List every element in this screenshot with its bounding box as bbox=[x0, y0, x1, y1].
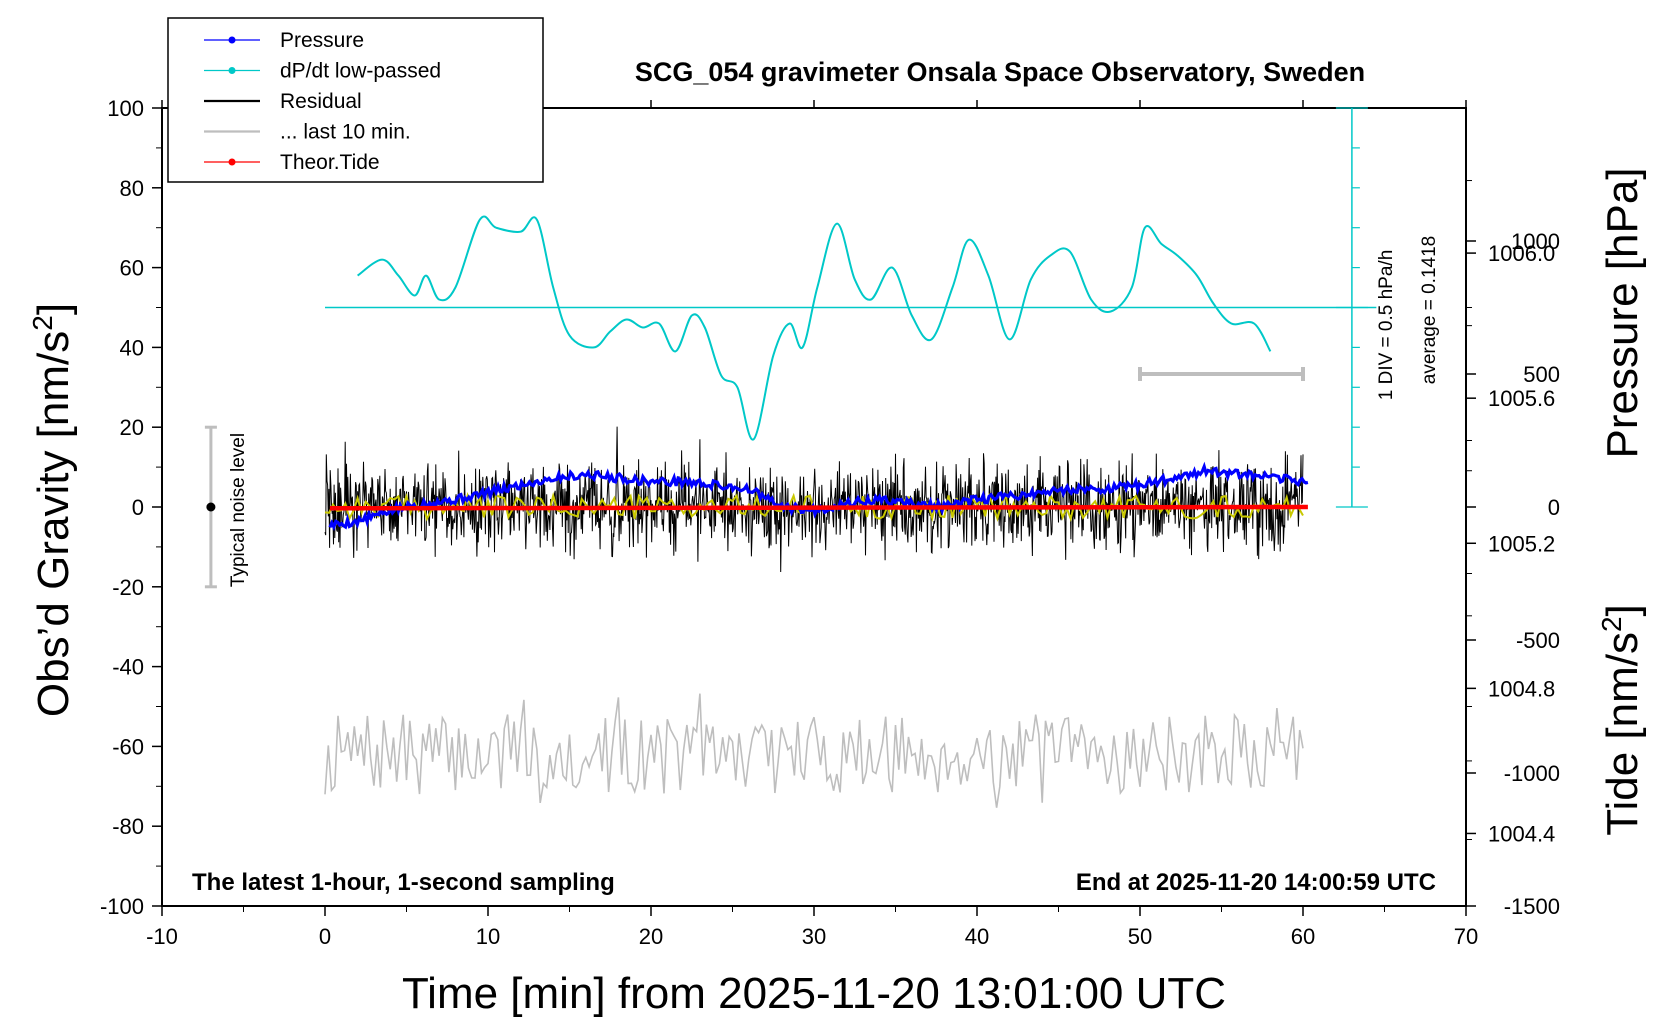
chart-title: SCG_054 gravimeter Onsala Space Observat… bbox=[635, 57, 1365, 87]
legend: Pressure dP/dt low-passed Residual ... last… bbox=[167, 17, 544, 183]
y-tick-label: 100 bbox=[107, 96, 144, 121]
right-tide-axis-title: Tide [nm/s2] bbox=[1596, 604, 1647, 836]
pressure-tick-label: 1006.0 bbox=[1488, 241, 1555, 266]
x-tick-label: -10 bbox=[146, 924, 178, 949]
x-tick-label: 40 bbox=[965, 924, 989, 949]
legend-swatch-marker bbox=[228, 158, 236, 166]
tide-tick-label: -1000 bbox=[1504, 761, 1560, 786]
x-tick-label: 50 bbox=[1128, 924, 1152, 949]
x-tick-label: 70 bbox=[1454, 924, 1478, 949]
annotation-group bbox=[204, 107, 1377, 589]
right-tide-axis-title-end: ] bbox=[1598, 604, 1647, 616]
legend-swatch-marker bbox=[228, 67, 236, 74]
y-tick-label: -100 bbox=[100, 894, 144, 919]
tide-tick-label: 0 bbox=[1548, 495, 1560, 520]
x-tick-label: 10 bbox=[476, 924, 500, 949]
y-tick-label: -80 bbox=[112, 814, 144, 839]
legend-entry-label: Theor.Tide bbox=[280, 151, 380, 174]
left-y-axis-title: Obs’d Gravity [nm/s2] bbox=[27, 303, 78, 717]
right-pressure-axis-title: Pressure [hPa] bbox=[1598, 167, 1647, 458]
pressure-tick-label: 1005.2 bbox=[1488, 531, 1555, 556]
y-tick-label: 20 bbox=[120, 415, 144, 440]
series-pressure-line bbox=[328, 461, 1309, 531]
x-tick-label: 60 bbox=[1291, 924, 1315, 949]
right-tide-axis-title-main: Tide [nm/s bbox=[1598, 632, 1647, 836]
noise-bar-center-dot bbox=[206, 502, 216, 512]
pressure-tick-label: 1005.6 bbox=[1488, 386, 1555, 411]
dpdt-scale-label: 1 DIV = 0.5 hPa/h bbox=[1376, 250, 1397, 401]
tide-tick-label: -500 bbox=[1516, 628, 1560, 653]
y-tick-label: 80 bbox=[120, 176, 144, 201]
footer-right-annotation: End at 2025-11-20 14:00:59 UTC bbox=[1076, 869, 1436, 896]
pressure-tick-label: 1004.4 bbox=[1488, 821, 1555, 846]
legend-swatch-marker bbox=[228, 36, 236, 44]
y-tick-label: 40 bbox=[120, 335, 144, 360]
dpdt-average-label: average = 0.1418 bbox=[1419, 236, 1440, 384]
series-tide-line bbox=[329, 504, 1308, 511]
x-axis-title: Time [min] from 2025-11-20 13:01:00 UTC bbox=[402, 969, 1226, 1018]
data-series-group bbox=[324, 215, 1309, 808]
y-tick-label: -40 bbox=[112, 655, 144, 680]
tide-tick-label: 500 bbox=[1523, 362, 1560, 387]
y-tick-label: 60 bbox=[120, 256, 144, 281]
legend-entry-label: ... last 10 min. bbox=[280, 121, 411, 144]
noise-level-label: Typical noise level bbox=[228, 433, 249, 587]
y-tick-label: -60 bbox=[112, 734, 144, 759]
right-tide-axis-title-sup: 2 bbox=[1596, 616, 1627, 632]
series-last10-line bbox=[324, 693, 1304, 808]
pressure-tick-label: 1004.8 bbox=[1488, 676, 1555, 701]
footer-left-annotation: The latest 1-hour, 1-second sampling bbox=[192, 869, 615, 896]
legend-entry-label: Residual bbox=[280, 90, 362, 113]
x-tick-label: 20 bbox=[639, 924, 663, 949]
x-tick-label: 0 bbox=[319, 924, 331, 949]
left-y-axis-title-sup: 2 bbox=[27, 315, 58, 331]
tide-tick-label: -1500 bbox=[1504, 894, 1560, 919]
left-y-axis-title-end: ] bbox=[29, 303, 78, 315]
axes-group: -10 0 10 20 30 40 50 60 70100806040200-20-40-60-… bbox=[100, 96, 1560, 949]
x-tick-label: 30 bbox=[802, 924, 826, 949]
tide-tick-label: 1000 bbox=[1511, 229, 1560, 254]
left-y-axis-title-main: Obs’d Gravity [nm/s bbox=[29, 331, 78, 717]
y-tick-label: 0 bbox=[132, 495, 144, 520]
legend-entry-label: dP/dt low-passed bbox=[280, 60, 441, 83]
legend-entry-label: Pressure bbox=[280, 29, 364, 52]
y-tick-label: -20 bbox=[112, 575, 144, 600]
